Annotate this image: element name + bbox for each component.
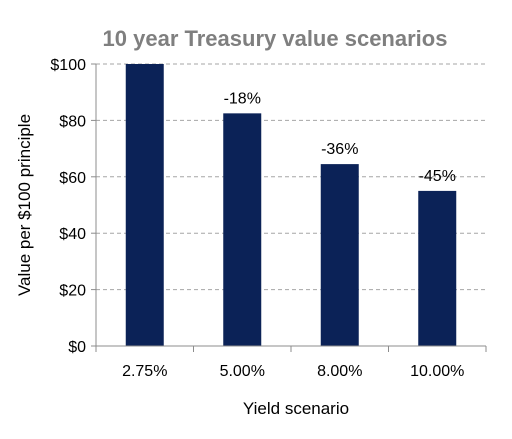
bar xyxy=(223,113,262,346)
y-tick-label: $100 xyxy=(50,57,86,74)
x-tick-label: 10.00% xyxy=(410,363,464,380)
tick-labels: $0 $20 $40 $60 $80 $100 2.75% 5.00% 8.00% 10.00% xyxy=(50,57,487,380)
y-tick-label: $40 xyxy=(59,226,86,243)
data-labels: -18% -36% -45% xyxy=(224,90,456,185)
bar xyxy=(125,64,164,346)
y-axis-label: Value per $100 principle xyxy=(15,114,34,296)
data-label: -36% xyxy=(321,141,358,158)
y-tick-label: $80 xyxy=(59,113,86,130)
x-tick-label: 2.75% xyxy=(122,363,167,380)
bar xyxy=(418,190,457,346)
bars xyxy=(125,64,457,346)
y-tick-label: $0 xyxy=(68,339,86,356)
data-label: -18% xyxy=(224,90,261,107)
x-axis-label: Yield scenario xyxy=(243,399,349,418)
y-tick-label: $20 xyxy=(59,283,86,300)
bar xyxy=(320,164,359,346)
x-tick-label: 5.00% xyxy=(220,363,265,380)
x-tick-label: 8.00% xyxy=(317,363,362,380)
data-label: -45% xyxy=(419,168,456,185)
chart-title: 10 year Treasury value scenarios xyxy=(103,26,448,51)
y-tick-label: $60 xyxy=(59,170,86,187)
